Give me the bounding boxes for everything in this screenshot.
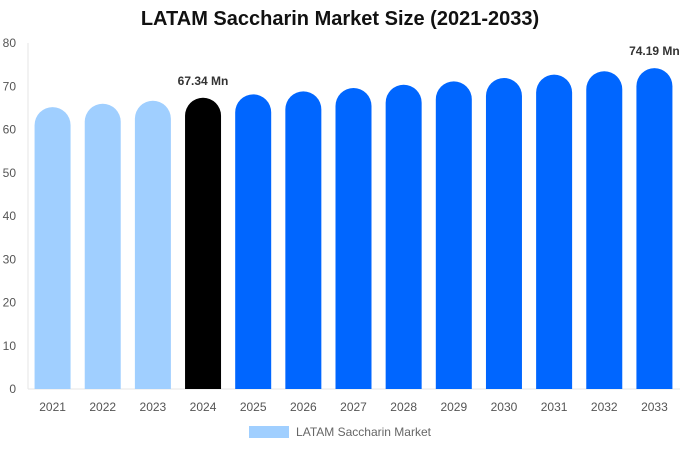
bar-2032 <box>586 71 623 390</box>
x-tick-label: 2032 <box>591 400 618 414</box>
bar-2026 <box>285 91 322 389</box>
x-tick-label: 2033 <box>641 400 668 414</box>
y-tick-label: 20 <box>3 296 17 310</box>
y-tick-label: 50 <box>3 166 17 180</box>
bar-2031 <box>536 74 573 389</box>
data-label: 74.19 Mn <box>629 44 680 58</box>
y-tick-label: 70 <box>3 79 17 93</box>
x-tick-label: 2023 <box>140 400 167 414</box>
x-tick-label: 2027 <box>340 400 367 414</box>
x-tick-label: 2031 <box>541 400 568 414</box>
bar-2030 <box>485 77 522 389</box>
legend: LATAM Saccharin Market <box>0 425 680 439</box>
x-tick-label: 2025 <box>240 400 267 414</box>
x-tick-label: 2030 <box>491 400 518 414</box>
y-tick-label: 30 <box>3 252 17 266</box>
y-tick-label: 40 <box>3 209 17 223</box>
x-tick-label: 2026 <box>290 400 317 414</box>
legend-swatch <box>249 426 290 438</box>
bar-2033 <box>636 68 673 389</box>
x-tick-label: 2028 <box>390 400 417 414</box>
x-tick-label: 2029 <box>440 400 467 414</box>
bar-2025 <box>235 94 272 389</box>
bar-2029 <box>435 81 472 389</box>
data-label: 67.34 Mn <box>178 74 229 88</box>
x-tick-label: 2021 <box>39 400 66 414</box>
y-tick-label: 0 <box>9 382 16 396</box>
chart-title: LATAM Saccharin Market Size (2021-2033) <box>140 8 540 30</box>
y-tick-label: 80 <box>3 36 17 50</box>
legend-label: LATAM Saccharin Market <box>296 425 431 439</box>
x-tick-label: 2024 <box>190 400 217 414</box>
x-tick-label: 2022 <box>89 400 116 414</box>
y-tick-label: 10 <box>3 339 17 353</box>
bar-2027 <box>335 88 372 389</box>
bar-2028 <box>385 84 422 390</box>
bar-2024 <box>185 97 222 389</box>
bar-2021 <box>34 107 71 389</box>
y-tick-label: 60 <box>3 123 17 137</box>
bar-2022 <box>84 103 121 389</box>
bar-2023 <box>134 100 171 389</box>
